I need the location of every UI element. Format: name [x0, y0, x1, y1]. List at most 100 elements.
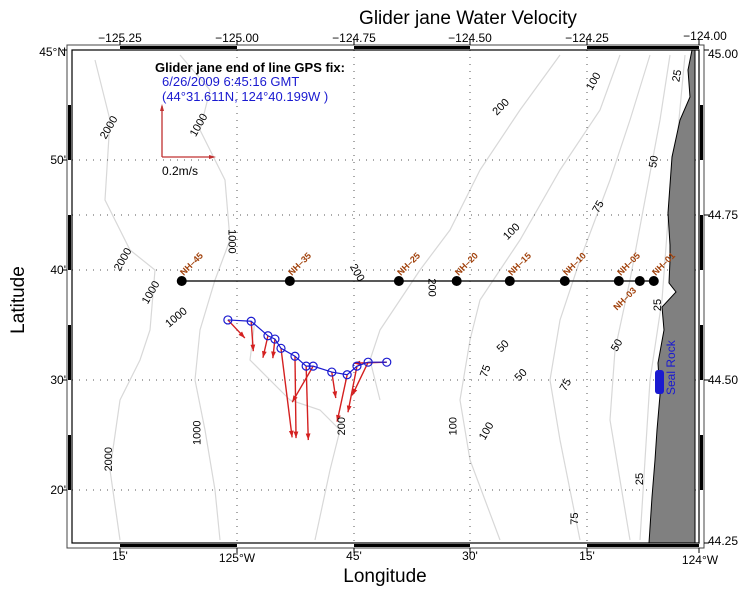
contour-label: 50: [495, 338, 512, 355]
station-label: NH–20: [453, 251, 480, 278]
scale-arrow-head-east: [209, 155, 216, 159]
bottom-tick: 30': [462, 549, 478, 563]
glider-position-marker: [352, 361, 362, 371]
velocity-vector: [336, 374, 348, 422]
x-axis-label: Longitude: [343, 566, 426, 587]
top-axis: −125.25 −125.00 −124.75 −124.50 −124.25 …: [98, 29, 727, 45]
station-label: NH–03: [611, 285, 638, 312]
velocity-arrowhead: [352, 388, 358, 396]
velocity-scale: 0.2m/s: [160, 104, 216, 178]
glider-track: [223, 315, 392, 380]
contour-label: 25: [634, 473, 646, 485]
station-marker: [176, 276, 187, 286]
top-tick: −124.75: [332, 31, 376, 45]
glider-position-marker: [276, 343, 286, 353]
station-marker: [648, 276, 659, 286]
station-label: NH–10: [561, 251, 588, 278]
frame-inner: [71, 49, 700, 544]
velocity-arrowhead: [293, 431, 299, 439]
depth-contour: [179, 54, 231, 541]
seal-rock-dot: [655, 370, 664, 394]
velocity-arrowhead: [332, 391, 338, 399]
graticule: [72, 50, 699, 543]
contour-label: 200: [490, 97, 511, 118]
left-tick: 45°N: [39, 45, 66, 59]
scale-label: 0.2m/s: [162, 164, 198, 178]
right-tick: 44.25: [708, 534, 738, 548]
right-tick: 44.50: [708, 373, 738, 387]
contour-label: 25: [652, 299, 664, 311]
bottom-tick: 15': [579, 549, 595, 563]
seal-rock-marker: Seal Rock: [655, 339, 678, 395]
gps-fix-time: 6/26/2009 6:45:16 GMT: [162, 74, 299, 89]
right-tick: 44.75: [708, 208, 738, 222]
contour-label: 75: [590, 199, 607, 216]
glider-position-marker: [270, 334, 280, 344]
contour-label: 1000: [140, 279, 163, 306]
top-tick: −124.25: [565, 31, 609, 45]
depth-contour: [459, 54, 621, 541]
station-marker: [634, 276, 645, 286]
contour-label: 2000: [103, 447, 115, 471]
contour-label: 1000: [191, 421, 203, 445]
left-tick: 40': [50, 263, 66, 277]
contour-label: 75: [478, 363, 493, 379]
velocity-arrowhead: [238, 331, 245, 338]
left-tick: 20': [50, 483, 66, 497]
top-tick: −124.50: [448, 31, 492, 45]
gps-fix-annotation: Glider jane end of line GPS fix: 6/26/20…: [155, 60, 345, 104]
left-tick: 30': [50, 373, 66, 387]
glider-position-marker: [246, 316, 256, 326]
contour-label: 200: [336, 417, 348, 435]
contour-label: 100: [501, 221, 522, 242]
glider-position-marker: [308, 361, 318, 371]
contour-label: 2000: [112, 246, 135, 273]
y-axis-label: Latitude: [8, 266, 29, 334]
bottom-tick: 124°W: [682, 553, 719, 567]
top-tick: −125.00: [215, 31, 259, 45]
velocity-arrowhead: [292, 395, 298, 403]
velocity-arrowhead: [262, 350, 267, 358]
left-axis: 45°N 50' 40' 30' 20': [39, 45, 66, 497]
station-label: NH–05: [615, 251, 642, 278]
velocity-vector: [347, 366, 358, 413]
contour-label: 25: [670, 69, 684, 83]
contour-label: 50: [647, 155, 661, 169]
contour-label: 75: [558, 377, 575, 394]
contour-label: 50: [609, 337, 626, 354]
velocity-arrowhead: [353, 360, 361, 366]
map-title: Glider jane Water Velocity: [359, 8, 577, 29]
top-tick: −125.25: [98, 31, 142, 45]
velocity-arrowhead: [250, 344, 256, 352]
glider-position-marker: [342, 370, 352, 380]
contour-label: 100: [584, 71, 604, 93]
depth-contour: [249, 319, 341, 541]
velocity-arrowhead: [346, 405, 352, 413]
glider-position-marker: [363, 357, 373, 367]
station-marker: [393, 276, 404, 286]
contour-label: 200: [426, 278, 438, 296]
depth-contour: [609, 54, 671, 541]
velocity-vector: [291, 365, 314, 403]
land-mass: [648, 49, 696, 544]
velocity-vectors: [227, 319, 387, 441]
right-axis: 45.00 44.75 44.50 44.25: [708, 47, 738, 548]
velocity-arrowhead: [271, 351, 276, 359]
contour-label: 1000: [225, 229, 237, 253]
contour-label: 75: [569, 512, 581, 524]
bathymetry-contours: [94, 54, 686, 541]
station-label: NH–35: [286, 251, 313, 278]
station-marker: [451, 276, 462, 286]
velocity-vector: [280, 348, 293, 438]
bottom-axis: 15' 125°W 45' 30' 15' 124°W: [112, 549, 719, 567]
gps-fix-position: (44°31.611N, 124°40.199W ): [162, 89, 328, 104]
glider-position-marker: [327, 367, 337, 377]
station-label: NH–45: [178, 251, 205, 278]
depth-contour: [369, 54, 561, 401]
station-marker: [284, 276, 295, 286]
contour-label: 1000: [188, 112, 211, 139]
frame-outer: [66, 44, 705, 549]
bottom-tick: 45': [346, 549, 362, 563]
gps-fix-heading: Glider jane end of line GPS fix:: [155, 60, 345, 75]
